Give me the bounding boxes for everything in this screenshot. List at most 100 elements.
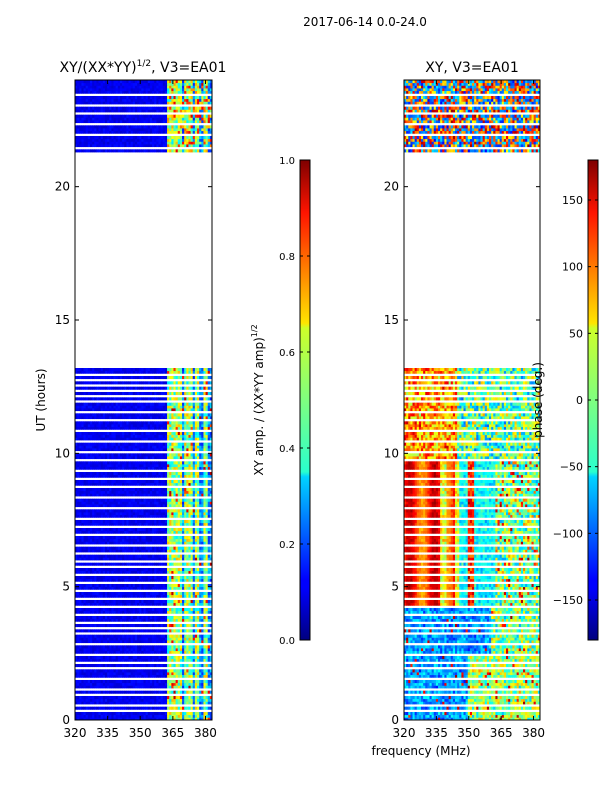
heatmap-cell: [179, 432, 183, 436]
heatmap-cell: [160, 645, 164, 649]
heatmap-cell: [113, 712, 117, 716]
heatmap-cell: [132, 554, 136, 558]
heatmap-cell: [119, 682, 123, 686]
heatmap-cell: [126, 480, 129, 484]
heatmap-cell: [117, 504, 121, 508]
heatmap-cell: [169, 546, 172, 550]
heatmap-cell: [205, 602, 209, 606]
heatmap-cell: [126, 570, 129, 574]
heatmap-cell: [139, 536, 142, 540]
heatmap-cell: [75, 490, 78, 494]
heatmap-cell: [156, 712, 159, 716]
heatmap-cell: [126, 669, 129, 673]
heatmap-cell: [205, 536, 209, 540]
heatmap-cell: [184, 576, 187, 580]
heatmap-cell: [143, 600, 147, 604]
heatmap-cell: [209, 669, 212, 673]
heatmap-cell: [130, 576, 134, 580]
heatmap-cell: [152, 474, 155, 478]
heatmap-cell: [139, 501, 142, 505]
heatmap-cell: [145, 594, 149, 598]
heatmap-cell: [132, 602, 136, 606]
heatmap-cell: [115, 474, 119, 478]
heatmap-cell: [167, 712, 170, 716]
heatmap-cell: [158, 522, 162, 526]
heatmap-cell: [128, 434, 132, 438]
heatmap-cell: [199, 426, 202, 430]
heatmap-cell: [111, 610, 114, 614]
heatmap-cell: [149, 616, 153, 620]
heatmap-cell: [199, 520, 202, 524]
heatmap-cell: [104, 594, 108, 598]
heatmap-cell: [169, 712, 172, 716]
heatmap-cell: [205, 629, 209, 633]
heatmap-cell: [158, 437, 162, 441]
heatmap-cell: [122, 541, 125, 545]
heatmap-cell: [141, 674, 144, 678]
heatmap-cell: [94, 554, 97, 558]
heatmap-cell: [177, 557, 181, 561]
heatmap-cell: [154, 474, 157, 478]
heatmap-cell: [100, 698, 104, 702]
heatmap-cell: [137, 637, 140, 641]
heatmap-cell: [75, 536, 78, 540]
heatmap-cell: [184, 488, 187, 492]
heatmap-cell: [177, 600, 181, 604]
heatmap-cell: [199, 648, 202, 652]
heatmap-cell: [192, 656, 196, 660]
heatmap-cell: [81, 498, 84, 502]
heatmap-cell: [143, 650, 147, 654]
heatmap-cell: [111, 514, 114, 518]
heatmap-cell: [182, 682, 185, 686]
heatmap-cell: [149, 640, 153, 644]
heatmap-cell: [194, 682, 198, 686]
heatmap-cell: [126, 530, 129, 534]
heatmap-cell: [186, 480, 189, 484]
heatmap-cell: [96, 466, 99, 470]
heatmap-cell: [75, 674, 78, 678]
heatmap-cell: [158, 554, 162, 558]
heatmap-cell: [104, 448, 108, 452]
heatmap-cell: [128, 690, 132, 694]
heatmap-cell: [85, 568, 89, 572]
heatmap-cell: [122, 482, 125, 486]
heatmap-cell: [177, 522, 181, 526]
heatmap-cell: [177, 640, 181, 644]
heatmap-cell: [119, 701, 123, 705]
heatmap-cell: [167, 474, 170, 478]
heatmap-cell: [98, 445, 102, 449]
heatmap-cell: [113, 576, 117, 580]
heatmap-cell: [182, 610, 185, 614]
heatmap-cell: [201, 498, 204, 502]
heatmap-cell: [132, 640, 136, 644]
heatmap-cell: [184, 549, 187, 553]
heatmap-cell: [102, 637, 106, 641]
heatmap-cell: [192, 592, 196, 596]
heatmap-cell: [124, 501, 127, 505]
heatmap-cell: [104, 568, 108, 572]
heatmap-cell: [188, 509, 191, 513]
heatmap-cell: [173, 600, 177, 604]
heatmap-cell: [184, 634, 187, 638]
heatmap-cell: [160, 490, 164, 494]
heatmap-cell: [137, 456, 140, 460]
heatmap-cell: [201, 448, 204, 452]
heatmap-cell: [205, 570, 209, 574]
heatmap-cell: [205, 424, 209, 428]
heatmap-cell: [143, 536, 147, 540]
heatmap-cell: [85, 493, 89, 497]
heatmap-cell: [171, 536, 174, 540]
heatmap-cell: [122, 586, 125, 590]
heatmap-cell: [190, 682, 194, 686]
heatmap-cell: [104, 442, 108, 446]
heatmap-cell: [107, 562, 110, 566]
heatmap-cell: [143, 616, 147, 620]
heatmap-cell: [171, 658, 174, 662]
heatmap-cell: [160, 717, 164, 720]
heatmap-cell: [184, 592, 187, 596]
heatmap-cell: [141, 610, 144, 614]
heatmap-cell: [113, 480, 117, 484]
heatmap-cell: [111, 498, 114, 502]
heatmap-cell: [130, 669, 134, 673]
heatmap-cell: [158, 669, 162, 673]
